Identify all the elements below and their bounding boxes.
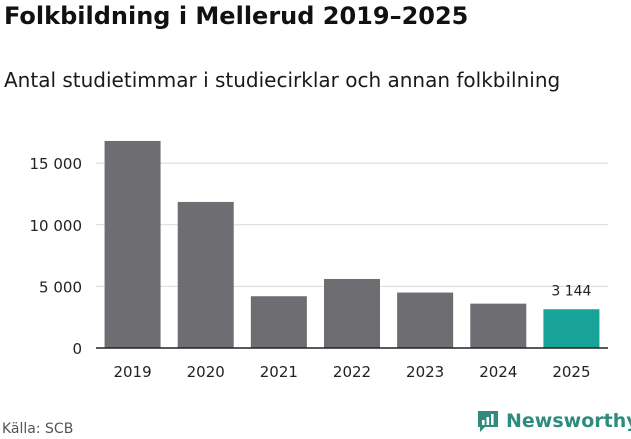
source-label: Källa: SCB (2, 421, 74, 437)
y-tick-label: 10 000 (30, 217, 83, 235)
x-tick-label: 2021 (260, 363, 298, 381)
brand-name: Newsworthy (506, 410, 631, 432)
y-tick-label: 0 (72, 340, 82, 358)
y-tick-label: 5 000 (39, 278, 82, 296)
data-label: 3 144 (551, 283, 591, 299)
bar (104, 140, 161, 348)
bar (250, 296, 307, 348)
chart-title: Folkbildning i Mellerud 2019–2025 (4, 2, 469, 30)
bar (470, 303, 527, 348)
bar (543, 309, 600, 348)
newsworthy-logo-icon (478, 411, 498, 432)
brand-logo: Newsworthy (476, 409, 631, 433)
bar (397, 292, 454, 348)
chart-subtitle: Antal studietimmar i studiecirklar och a… (4, 68, 561, 92)
bar (177, 201, 234, 348)
x-tick-label: 2022 (333, 363, 371, 381)
x-tick-label: 2023 (406, 363, 444, 381)
x-tick-label: 2019 (113, 363, 151, 381)
bar (324, 278, 380, 348)
y-tick-label: 15 000 (30, 155, 83, 173)
x-tick-label: 2020 (187, 363, 225, 381)
x-tick-label: 2024 (479, 363, 517, 381)
x-tick-label: 2025 (552, 363, 590, 381)
